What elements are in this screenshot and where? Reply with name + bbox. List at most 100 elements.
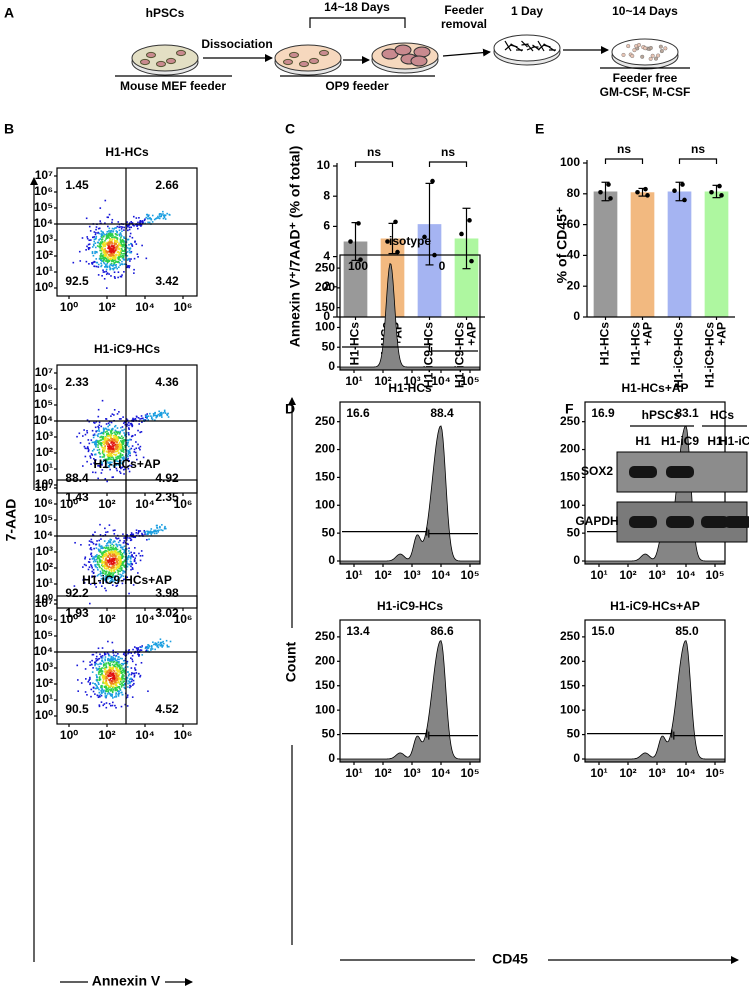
event-dot <box>104 540 106 542</box>
x-tick-label: H1-iC9-HCs <box>672 322 686 388</box>
event-dot <box>116 237 118 239</box>
event-dot <box>122 548 124 550</box>
event-dot <box>129 455 131 457</box>
event-dot <box>117 653 119 655</box>
event-dot <box>90 696 92 698</box>
event-dot <box>108 653 110 655</box>
event-dot <box>154 533 156 535</box>
event-dot <box>95 472 97 474</box>
event-dot <box>95 238 97 240</box>
event-dot <box>82 465 84 467</box>
event-dot <box>110 547 112 549</box>
histogram <box>585 641 725 762</box>
event-dot <box>106 571 108 573</box>
event-dot <box>100 694 102 696</box>
panel-letter: B <box>4 121 14 137</box>
event-dot <box>110 415 112 417</box>
axis-title: 7-AAD <box>3 499 19 542</box>
event-dot <box>105 545 107 547</box>
event-dot <box>149 532 151 534</box>
event-dot <box>159 415 161 417</box>
event-dot <box>85 565 87 567</box>
event-dot <box>109 564 111 566</box>
data-point <box>608 196 613 201</box>
y-tick-label: 10⁴ <box>34 528 53 542</box>
x-tick-label: 10³ <box>403 568 420 582</box>
event-dot <box>106 287 108 289</box>
event-dot <box>140 446 142 448</box>
event-dot <box>104 588 106 590</box>
event-dot <box>104 442 106 444</box>
event-dot <box>107 684 109 686</box>
event-dot <box>103 689 105 691</box>
event-dot <box>118 452 120 454</box>
y-tick-label: 10⁵ <box>34 397 53 411</box>
event-dot <box>120 240 122 242</box>
event-dot <box>148 538 150 540</box>
gate-value: 86.6 <box>430 624 454 638</box>
event-dot <box>89 455 91 457</box>
event-dot <box>111 543 113 545</box>
event-dot <box>90 239 92 241</box>
event-dot <box>108 547 110 549</box>
event-dot <box>129 236 131 238</box>
event-dot <box>112 556 114 558</box>
event-dot <box>114 238 116 240</box>
event-dot <box>122 553 124 555</box>
event-dot <box>82 435 84 437</box>
cell <box>660 49 664 53</box>
event-dot <box>110 442 112 444</box>
event-dot <box>122 533 124 535</box>
event-dot <box>149 222 151 224</box>
event-dot <box>111 242 113 244</box>
event-dot <box>102 569 104 571</box>
plot-title: isotype <box>389 234 431 248</box>
event-dot <box>104 703 106 705</box>
event-dot <box>112 705 114 707</box>
event-dot <box>115 694 117 696</box>
event-dot <box>149 645 151 647</box>
y-tick-label: 100 <box>315 702 335 716</box>
event-dot <box>160 645 162 647</box>
event-dot <box>96 547 98 549</box>
event-dot <box>95 658 97 660</box>
event-dot <box>115 692 117 694</box>
y-tick-label: 50 <box>322 525 336 539</box>
event-dot <box>102 655 104 657</box>
event-dot <box>97 444 99 446</box>
x-tick-label: 10² <box>374 568 391 582</box>
event-dot <box>93 543 95 545</box>
event-dot <box>112 219 114 221</box>
event-dot <box>119 230 121 232</box>
event-dot <box>166 645 168 647</box>
event-dot <box>104 450 106 452</box>
event-dot <box>112 228 114 230</box>
event-dot <box>89 558 91 560</box>
event-dot <box>91 549 93 551</box>
quadrant-value: 90.5 <box>65 702 89 716</box>
event-dot <box>91 565 93 567</box>
event-dot <box>85 448 87 450</box>
event-dot <box>127 247 129 249</box>
event-dot <box>162 211 164 213</box>
event-dot <box>135 562 137 564</box>
event-dot <box>113 243 115 245</box>
event-dot <box>94 261 96 263</box>
event-dot <box>100 559 102 561</box>
event-dot <box>86 430 88 432</box>
event-dot <box>95 661 97 663</box>
y-tick-label: 80 <box>567 186 581 200</box>
y-tick-label: 100 <box>315 320 335 334</box>
event-dot <box>122 426 124 428</box>
y-tick-label: 10⁴ <box>34 216 53 230</box>
event-dot <box>134 241 136 243</box>
event-dot <box>99 255 101 257</box>
event-dot <box>73 262 75 264</box>
text-line: H1-iC9-HCs <box>672 322 686 388</box>
event-dot <box>149 413 151 415</box>
event-dot <box>120 276 122 278</box>
condition-label: Mouse MEF feeder <box>120 79 226 93</box>
event-dot <box>137 430 139 432</box>
event-dot <box>88 239 90 241</box>
event-dot <box>134 449 136 451</box>
